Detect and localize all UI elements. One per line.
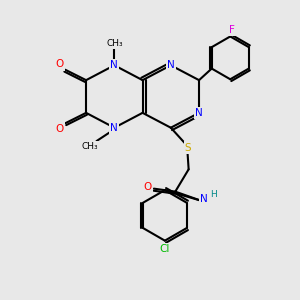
Text: N: N (195, 108, 203, 118)
Text: F: F (229, 25, 235, 35)
Text: CH₃: CH₃ (106, 38, 123, 47)
Text: H: H (211, 190, 217, 199)
Text: N: N (110, 60, 118, 70)
Text: S: S (185, 142, 191, 153)
Text: N: N (110, 123, 118, 133)
Text: O: O (144, 182, 152, 192)
Text: N: N (200, 194, 208, 204)
Text: O: O (56, 124, 64, 134)
Text: N: N (167, 60, 175, 70)
Text: Cl: Cl (160, 244, 170, 254)
Text: O: O (56, 59, 64, 69)
Text: CH₃: CH₃ (82, 142, 98, 151)
